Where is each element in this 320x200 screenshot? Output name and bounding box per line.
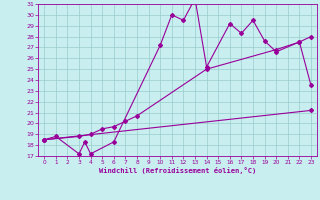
X-axis label: Windchill (Refroidissement éolien,°C): Windchill (Refroidissement éolien,°C)	[99, 167, 256, 174]
